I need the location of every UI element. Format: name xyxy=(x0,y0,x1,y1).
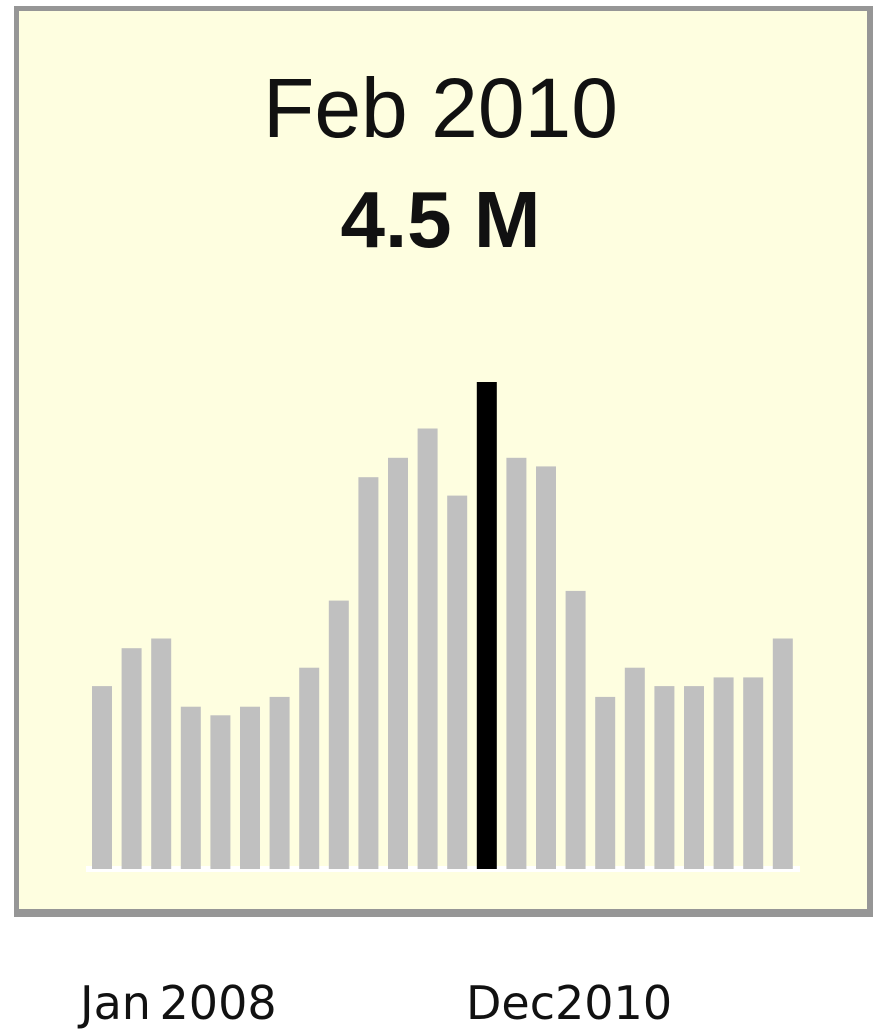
bar[interactable] xyxy=(210,715,231,869)
bar[interactable] xyxy=(713,677,734,869)
bar[interactable] xyxy=(240,706,260,869)
bar[interactable] xyxy=(151,638,172,870)
bar[interactable] xyxy=(417,428,438,870)
bar[interactable] xyxy=(565,590,586,869)
bar[interactable] xyxy=(536,466,556,869)
bar[interactable] xyxy=(654,686,675,869)
bar-series xyxy=(92,382,793,869)
bar[interactable] xyxy=(328,600,349,869)
bar[interactable] xyxy=(299,667,320,869)
x-axis-end-label: Dec2010 xyxy=(466,976,673,1030)
bar[interactable] xyxy=(92,686,112,869)
bar[interactable] xyxy=(269,696,290,869)
bar[interactable] xyxy=(358,477,379,869)
bar-highlighted[interactable] xyxy=(476,382,497,869)
bar[interactable] xyxy=(743,677,764,869)
bar[interactable] xyxy=(624,667,645,869)
bar[interactable] xyxy=(388,457,408,869)
bar[interactable] xyxy=(180,706,201,869)
highlight-value-label: 4.5 M xyxy=(340,175,541,264)
bar[interactable] xyxy=(506,457,527,869)
x-axis-start-label: Jan 2008 xyxy=(80,976,277,1030)
bar[interactable] xyxy=(772,638,793,870)
bar[interactable] xyxy=(447,495,468,869)
highlight-period-label: Feb 2010 xyxy=(263,61,618,155)
chart-baseline xyxy=(86,866,800,872)
bar[interactable] xyxy=(684,686,704,869)
bar[interactable] xyxy=(121,648,142,869)
bar[interactable] xyxy=(595,696,616,869)
